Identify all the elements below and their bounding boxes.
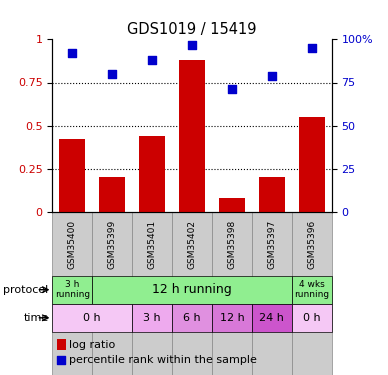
Text: 6 h: 6 h	[183, 313, 201, 323]
Text: 0 h: 0 h	[303, 313, 320, 323]
Point	[269, 73, 275, 79]
Text: 12 h: 12 h	[220, 313, 244, 323]
Bar	[252, 304, 292, 332]
Bar	[92, 212, 132, 375]
Text: protocol: protocol	[3, 285, 48, 295]
Point	[189, 42, 195, 48]
Bar	[219, 198, 245, 212]
Bar	[52, 276, 92, 304]
Bar	[212, 304, 252, 332]
Text: time: time	[23, 313, 48, 323]
Bar	[132, 212, 172, 375]
Bar	[259, 177, 285, 212]
Text: percentile rank within the sample: percentile rank within the sample	[69, 356, 257, 365]
Bar	[59, 140, 85, 212]
Point	[229, 86, 235, 92]
Bar	[57, 339, 66, 350]
Bar	[252, 212, 292, 375]
Bar	[292, 212, 332, 375]
Text: 3 h: 3 h	[143, 313, 161, 323]
Bar	[52, 212, 92, 375]
Point	[109, 71, 115, 77]
Bar	[132, 304, 172, 332]
Bar	[99, 177, 125, 212]
Bar	[212, 212, 252, 375]
Bar	[139, 136, 165, 212]
Point	[149, 57, 155, 63]
Point	[58, 357, 64, 363]
Text: 12 h running: 12 h running	[152, 283, 232, 296]
Point	[309, 45, 315, 51]
Bar	[172, 304, 212, 332]
Bar	[92, 276, 292, 304]
Bar	[292, 304, 332, 332]
Text: 0 h: 0 h	[83, 313, 101, 323]
Text: 24 h: 24 h	[260, 313, 284, 323]
Bar	[292, 276, 332, 304]
Bar	[299, 117, 325, 212]
Text: log ratio: log ratio	[69, 340, 115, 350]
Title: GDS1019 / 15419: GDS1019 / 15419	[127, 22, 257, 37]
Text: 3 h
running: 3 h running	[55, 280, 90, 299]
Bar	[52, 304, 132, 332]
Bar	[179, 60, 205, 212]
Point	[69, 50, 75, 56]
Text: 4 wks
running: 4 wks running	[294, 280, 329, 299]
Bar	[172, 212, 212, 375]
